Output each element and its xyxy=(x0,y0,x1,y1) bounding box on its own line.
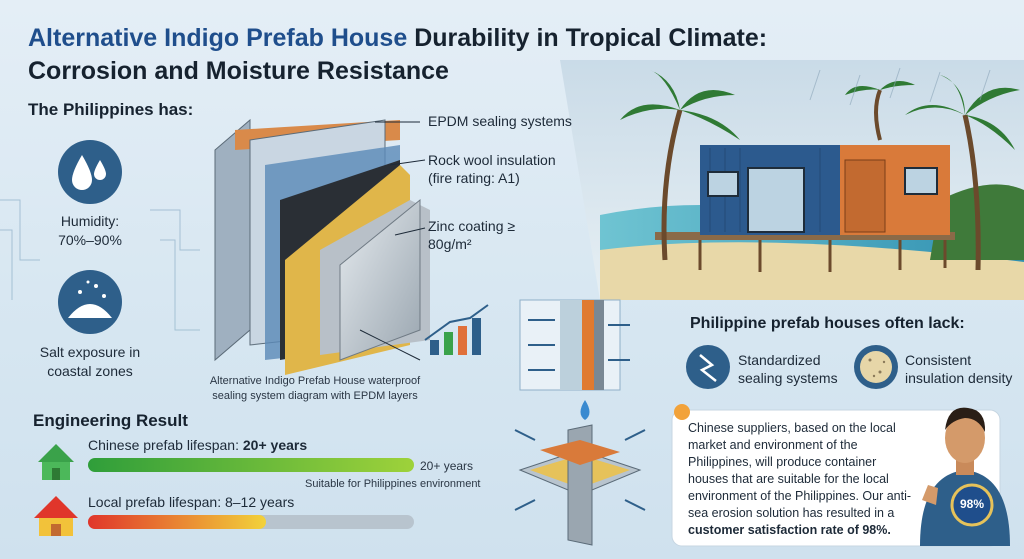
conditions-heading: The Philippines has: xyxy=(28,100,194,119)
result-heading: Engineering Result xyxy=(33,411,188,430)
title-highlight: Alternative Indigo Prefab House xyxy=(28,24,408,52)
coastal-scene xyxy=(560,60,1024,300)
local-lifespan-label: Local prefab lifespan: 8–12 years xyxy=(88,494,295,510)
humidity-value: 70%–90% xyxy=(58,232,122,248)
testimonial-text: Chinese suppliers, based on the local ma… xyxy=(688,420,916,539)
title-rest: Durability in Tropical Climate: xyxy=(414,24,768,52)
condition-icons xyxy=(58,140,122,334)
diagram-caption: Alternative Indigo Prefab House waterpro… xyxy=(209,375,421,402)
wall-section-diagram xyxy=(214,118,430,375)
lack-item: Consistent insulation density xyxy=(905,352,1013,386)
lack-icons xyxy=(686,345,898,389)
chinese-lifespan-label: Chinese prefab lifespan: xyxy=(88,437,239,453)
diagram-label: Zinc coating ≥ 80g/m² xyxy=(428,218,516,252)
decor-lines xyxy=(0,199,200,331)
diagram-label: Rock wool insulation (fire rating: A1) xyxy=(428,152,556,186)
local-lifespan-bar xyxy=(88,515,266,529)
corner-joint-diagram xyxy=(514,400,646,546)
title: Alternative Indigo Prefab House Durabili… xyxy=(28,22,908,88)
result-graphics xyxy=(34,444,414,536)
title-line2: Corrosion and Moisture Resistance xyxy=(28,57,449,85)
growth-icon xyxy=(424,304,489,355)
testimonial-card xyxy=(671,409,1001,547)
humidity: Humidity: 70%–90% xyxy=(40,212,140,250)
bar-note: Suitable for Philippines environment xyxy=(305,478,481,490)
chinese-lifespan-value: 20+ years xyxy=(242,437,308,453)
chinese-lifespan-bar xyxy=(88,458,414,472)
diagram-label: EPDM sealing systems xyxy=(428,113,572,129)
bar-label: 20+ years xyxy=(420,459,474,473)
star-badge xyxy=(674,404,690,420)
testimonial-body: Chinese suppliers, based on the local ma… xyxy=(688,421,912,520)
person-illustration xyxy=(920,407,1010,546)
moisture-diagram xyxy=(519,299,630,391)
salt-label: Salt exposure in coastal zones xyxy=(39,344,141,379)
chinese-lifespan: Chinese prefab lifespan: 20+ years xyxy=(88,437,307,453)
lack-item: Standardized sealing systems xyxy=(738,352,838,386)
testimonial-highlight: customer satisfaction rate of 98%. xyxy=(688,523,891,537)
satisfaction-badge: 98% xyxy=(959,497,985,511)
humidity-label: Humidity: xyxy=(60,213,120,229)
lacks-heading: Philippine prefab houses often lack: xyxy=(690,315,965,332)
